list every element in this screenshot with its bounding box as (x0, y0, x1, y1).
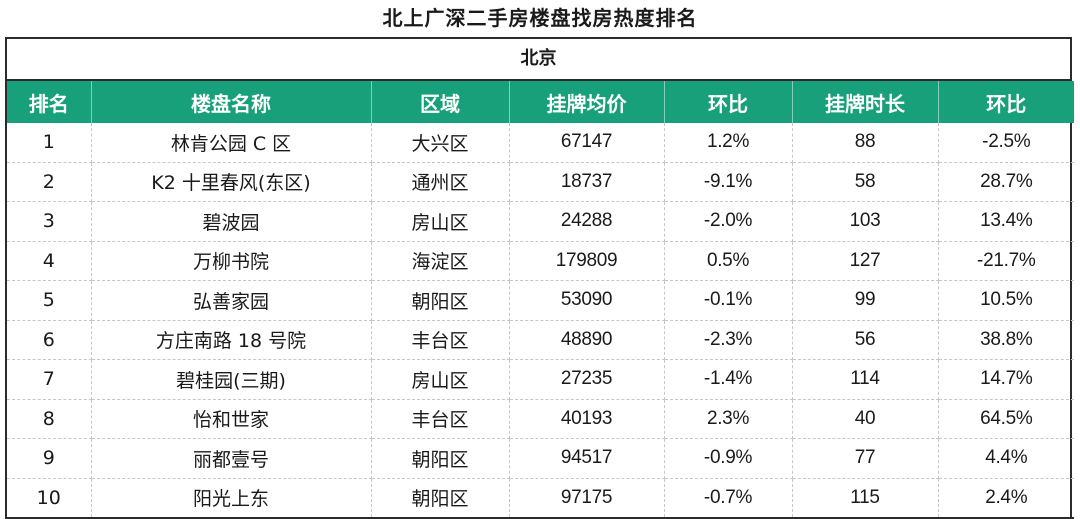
price-cell: 53090 (509, 280, 665, 321)
price-cell: 94517 (509, 438, 665, 479)
district-cell: 朝阳区 (371, 478, 510, 519)
price-change-cell: -0.1% (664, 280, 793, 321)
district-cell: 通州区 (371, 162, 510, 202)
rank-cell: 3 (7, 201, 92, 242)
rank-cell: 4 (7, 241, 92, 281)
rank-cell: 9 (7, 438, 92, 479)
rank-cell: 2 (7, 162, 92, 202)
data-table: 排名 楼盘名称 区域 挂牌均价 环比 挂牌时长 环比 1 林肯公园 C 区大兴区 6… (7, 81, 1074, 519)
duration-change-cell: 10.5% (938, 280, 1074, 321)
region-header: 北京 (7, 39, 1070, 81)
duration-cell: 115 (792, 478, 939, 519)
rank-cell: 10 (7, 478, 92, 519)
table-row: 9 丽都壹号 朝阳区 94517 -0.9% 77 4.4% (7, 438, 1074, 479)
col-header-price: 挂牌均价 (509, 81, 665, 123)
rank-cell: 1 (7, 123, 92, 163)
rank-cell: 6 (7, 320, 92, 360)
price-change-cell: 0.5% (664, 241, 793, 281)
rank-cell: 5 (7, 280, 92, 321)
price-change-cell: 1.2% (664, 123, 793, 163)
name-cell: 碧波园 (91, 201, 372, 242)
district-cell: 丰台区 (371, 399, 510, 439)
table-row: 1 林肯公园 C 区大兴区 67147 1.2% 88 -2.5% (7, 123, 1074, 163)
district-cell: 海淀区 (371, 241, 510, 281)
duration-cell: 88 (792, 123, 939, 163)
col-header-duration: 挂牌时长 (792, 81, 939, 123)
price-cell: 179809 (509, 241, 665, 281)
col-header-name: 楼盘名称 (91, 81, 372, 123)
price-change-cell: 2.3% (664, 399, 793, 439)
duration-cell: 56 (792, 320, 939, 360)
duration-cell: 114 (792, 359, 939, 400)
table-row: 7 碧桂园(三期) 房山区 27235 -1.4% 114 14.7% (7, 359, 1074, 400)
price-cell: 40193 (509, 399, 665, 439)
district-cell: 丰台区 (371, 320, 510, 360)
name-cell: 弘善家园 (91, 280, 372, 321)
name-cell: K2 十里春风(东区) (91, 162, 372, 202)
name-cell: 方庄南路 18 号院 (91, 320, 372, 360)
table-row: 3 碧波园 房山区 24288 -2.0% 103 13.4% (7, 201, 1074, 242)
name-cell: 万柳书院 (91, 241, 372, 281)
col-header-district: 区域 (371, 81, 510, 123)
table-row: 10 阳光上东 朝阳区 97175 -0.7% 115 2.4% (7, 478, 1074, 519)
duration-cell: 127 (792, 241, 939, 281)
price-cell: 97175 (509, 478, 665, 519)
duration-change-cell: -2.5% (938, 123, 1074, 163)
col-header-price-change: 环比 (664, 81, 793, 123)
rank-cell: 8 (7, 399, 92, 439)
price-cell: 48890 (509, 320, 665, 360)
table-row: 6 方庄南路 18 号院 丰台区 48890 -2.3% 56 38.8% (7, 320, 1074, 360)
duration-change-cell: 2.4% (938, 478, 1074, 519)
price-change-cell: -2.0% (664, 201, 793, 242)
rank-cell: 7 (7, 359, 92, 400)
duration-change-cell: 14.7% (938, 359, 1074, 400)
district-cell: 房山区 (371, 359, 510, 400)
header-row: 排名 楼盘名称 区域 挂牌均价 环比 挂牌时长 环比 (7, 81, 1074, 123)
duration-cell: 40 (792, 399, 939, 439)
name-cell: 阳光上东 (91, 478, 372, 519)
duration-change-cell: 64.5% (938, 399, 1074, 439)
duration-change-cell: 13.4% (938, 201, 1074, 242)
table-row: 8 怡和世家 丰台区 40193 2.3% 40 64.5% (7, 399, 1074, 439)
price-change-cell: -2.3% (664, 320, 793, 360)
duration-change-cell: -21.7% (938, 241, 1074, 281)
table-row: 5 弘善家园 朝阳区 53090 -0.1% 99 10.5% (7, 280, 1074, 321)
duration-cell: 103 (792, 201, 939, 242)
page-title: 北上广深二手房楼盘找房热度排名 (382, 6, 698, 30)
district-cell: 朝阳区 (371, 280, 510, 321)
price-cell: 67147 (509, 123, 665, 163)
price-cell: 18737 (509, 162, 665, 202)
price-change-cell: -9.1% (664, 162, 793, 202)
price-cell: 27235 (509, 359, 665, 400)
district-cell: 房山区 (371, 201, 510, 242)
price-cell: 24288 (509, 201, 665, 242)
price-change-cell: -1.4% (664, 359, 793, 400)
name-cell: 林肯公园 C 区 (91, 123, 372, 163)
table-row: 2 K2 十里春风(东区) 通州区 18737 -9.1% 58 28.7% (7, 162, 1074, 202)
col-header-duration-change: 环比 (986, 91, 1027, 116)
price-change-cell: -0.9% (664, 438, 793, 479)
duration-change-cell: 4.4% (938, 438, 1074, 479)
duration-cell: 58 (792, 162, 939, 202)
duration-change-cell: 38.8% (938, 320, 1074, 360)
duration-cell: 99 (792, 280, 939, 321)
price-change-cell: -0.7% (664, 478, 793, 519)
duration-cell: 77 (792, 438, 939, 479)
district-cell: 大兴区 (371, 123, 510, 163)
name-cell: 怡和世家 (91, 399, 372, 439)
duration-change-cell: 28.7% (938, 162, 1074, 202)
name-cell: 碧桂园(三期) (91, 359, 372, 400)
district-cell: 朝阳区 (371, 438, 510, 479)
table-row: 4 万柳书院 海淀区 179809 0.5% 127 -21.7% (7, 241, 1074, 281)
col-header-rank: 排名 (7, 81, 92, 123)
name-cell: 丽都壹号 (91, 438, 372, 479)
ranking-table: 北京 排名 楼盘名称 区域 挂牌均价 环比 挂牌时长 环比 1 林肯公园 C 区大… (5, 37, 1074, 519)
